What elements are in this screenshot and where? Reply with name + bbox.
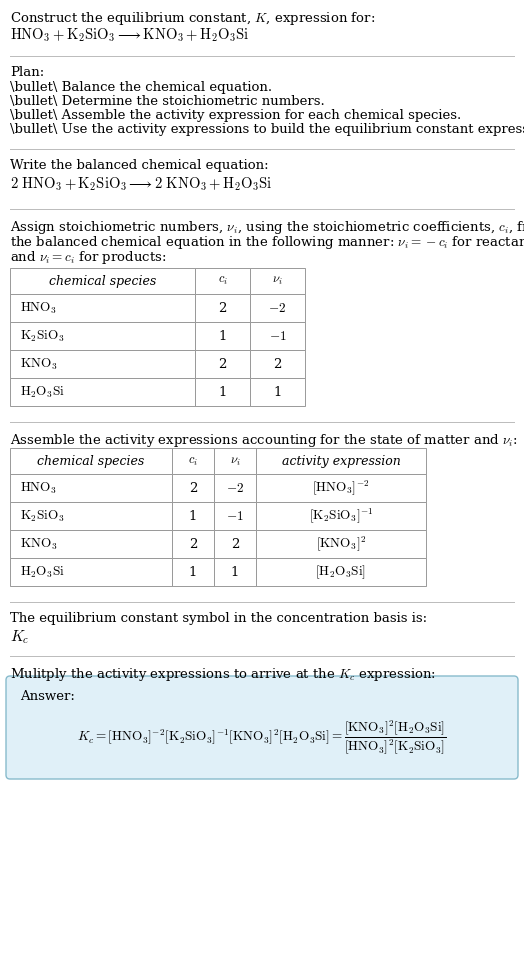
Bar bbox=[10, 322, 195, 350]
Bar bbox=[250, 378, 305, 406]
Bar bbox=[250, 322, 305, 350]
Text: the balanced chemical equation in the following manner: $\nu_i = -c_i$ for react: the balanced chemical equation in the fo… bbox=[10, 234, 524, 251]
Bar bbox=[10, 350, 195, 378]
Bar bbox=[256, 502, 426, 530]
Text: $\mathrm{H_2O_3Si}$: $\mathrm{H_2O_3Si}$ bbox=[20, 385, 65, 400]
Bar bbox=[10, 294, 195, 322]
Bar bbox=[10, 530, 172, 558]
Text: 2: 2 bbox=[189, 481, 197, 495]
Bar bbox=[172, 558, 214, 586]
Bar bbox=[214, 558, 256, 586]
Text: 1: 1 bbox=[231, 566, 239, 578]
Text: $-1$: $-1$ bbox=[269, 330, 287, 342]
Text: Write the balanced chemical equation:: Write the balanced chemical equation: bbox=[10, 159, 269, 172]
Bar bbox=[195, 322, 250, 350]
Text: $[\mathrm{K_2SiO_3}]^{-1}$: $[\mathrm{K_2SiO_3}]^{-1}$ bbox=[309, 506, 373, 526]
Text: 1: 1 bbox=[219, 330, 227, 342]
Text: $\mathrm{HNO_3 + K_2SiO_3 \longrightarrow KNO_3 + H_2O_3Si}$: $\mathrm{HNO_3 + K_2SiO_3 \longrightarro… bbox=[10, 26, 249, 43]
Bar bbox=[250, 268, 305, 294]
Text: $\mathrm{H_2O_3Si}$: $\mathrm{H_2O_3Si}$ bbox=[20, 564, 65, 579]
Text: chemical species: chemical species bbox=[49, 274, 156, 288]
Bar bbox=[214, 474, 256, 502]
Text: $c_i$: $c_i$ bbox=[188, 455, 198, 467]
FancyBboxPatch shape bbox=[6, 676, 518, 779]
Text: chemical species: chemical species bbox=[37, 455, 145, 467]
Text: 2: 2 bbox=[219, 301, 227, 315]
Bar bbox=[10, 474, 172, 502]
Text: $\nu_i$: $\nu_i$ bbox=[272, 274, 283, 288]
Text: $K_c = [\mathrm{HNO_3}]^{-2} [\mathrm{K_2SiO_3}]^{-1} [\mathrm{KNO_3}]^2 [\mathr: $K_c = [\mathrm{HNO_3}]^{-2} [\mathrm{K_… bbox=[77, 718, 447, 757]
Bar bbox=[195, 294, 250, 322]
Bar bbox=[10, 558, 172, 586]
Text: $\mathrm{HNO_3}$: $\mathrm{HNO_3}$ bbox=[20, 300, 57, 316]
Text: \bullet\ Determine the stoichiometric numbers.: \bullet\ Determine the stoichiometric nu… bbox=[10, 95, 325, 108]
Text: Answer:: Answer: bbox=[20, 690, 75, 703]
Text: Assemble the activity expressions accounting for the state of matter and $\nu_i$: Assemble the activity expressions accoun… bbox=[10, 432, 518, 449]
Bar bbox=[214, 502, 256, 530]
Text: $\mathrm{KNO_3}$: $\mathrm{KNO_3}$ bbox=[20, 357, 57, 372]
Bar bbox=[256, 474, 426, 502]
Bar bbox=[250, 350, 305, 378]
Text: Plan:: Plan: bbox=[10, 66, 44, 79]
Bar bbox=[10, 378, 195, 406]
Bar bbox=[256, 558, 426, 586]
Bar bbox=[250, 294, 305, 322]
Bar bbox=[172, 530, 214, 558]
Text: $\nu_i$: $\nu_i$ bbox=[230, 455, 241, 467]
Bar bbox=[10, 268, 195, 294]
Text: 1: 1 bbox=[189, 509, 197, 523]
Text: $\mathrm{2\ HNO_3 + K_2SiO_3 \longrightarrow 2\ KNO_3 + H_2O_3Si}$: $\mathrm{2\ HNO_3 + K_2SiO_3 \longrighta… bbox=[10, 175, 272, 193]
Bar bbox=[256, 448, 426, 474]
Bar bbox=[172, 502, 214, 530]
Text: 1: 1 bbox=[219, 386, 227, 399]
Text: 2: 2 bbox=[274, 358, 282, 370]
Bar bbox=[10, 502, 172, 530]
Text: $[\mathrm{KNO_3}]^2$: $[\mathrm{KNO_3}]^2$ bbox=[316, 534, 366, 553]
Text: \bullet\ Use the activity expressions to build the equilibrium constant expressi: \bullet\ Use the activity expressions to… bbox=[10, 123, 524, 136]
Text: $\mathrm{KNO_3}$: $\mathrm{KNO_3}$ bbox=[20, 536, 57, 551]
Bar bbox=[195, 378, 250, 406]
Bar bbox=[172, 448, 214, 474]
Text: 1: 1 bbox=[274, 386, 282, 399]
Bar bbox=[195, 268, 250, 294]
Text: $-1$: $-1$ bbox=[226, 509, 244, 523]
Text: $[\mathrm{HNO_3}]^{-2}$: $[\mathrm{HNO_3}]^{-2}$ bbox=[312, 479, 369, 498]
Text: $K_c$: $K_c$ bbox=[10, 628, 29, 645]
Text: $[\mathrm{H_2O_3Si}]$: $[\mathrm{H_2O_3Si}]$ bbox=[315, 563, 366, 581]
Text: activity expression: activity expression bbox=[281, 455, 400, 467]
Text: 2: 2 bbox=[231, 537, 239, 550]
Text: 2: 2 bbox=[219, 358, 227, 370]
Text: $\mathrm{HNO_3}$: $\mathrm{HNO_3}$ bbox=[20, 480, 57, 496]
Text: Construct the equilibrium constant, $K$, expression for:: Construct the equilibrium constant, $K$,… bbox=[10, 10, 375, 27]
Text: The equilibrium constant symbol in the concentration basis is:: The equilibrium constant symbol in the c… bbox=[10, 612, 427, 625]
Text: $c_i$: $c_i$ bbox=[217, 274, 227, 288]
Text: 1: 1 bbox=[189, 566, 197, 578]
Text: Mulitply the activity expressions to arrive at the $K_c$ expression:: Mulitply the activity expressions to arr… bbox=[10, 666, 436, 683]
Bar bbox=[256, 530, 426, 558]
Text: \bullet\ Assemble the activity expression for each chemical species.: \bullet\ Assemble the activity expressio… bbox=[10, 109, 461, 122]
Text: $-2$: $-2$ bbox=[226, 481, 244, 495]
Text: and $\nu_i = c_i$ for products:: and $\nu_i = c_i$ for products: bbox=[10, 249, 167, 266]
Bar bbox=[214, 448, 256, 474]
Bar bbox=[214, 530, 256, 558]
Text: $\mathrm{K_2SiO_3}$: $\mathrm{K_2SiO_3}$ bbox=[20, 328, 64, 343]
Text: $\mathrm{K_2SiO_3}$: $\mathrm{K_2SiO_3}$ bbox=[20, 508, 64, 524]
Text: \bullet\ Balance the chemical equation.: \bullet\ Balance the chemical equation. bbox=[10, 81, 272, 94]
Bar bbox=[172, 474, 214, 502]
Bar bbox=[10, 448, 172, 474]
Text: 2: 2 bbox=[189, 537, 197, 550]
Text: Assign stoichiometric numbers, $\nu_i$, using the stoichiometric coefficients, $: Assign stoichiometric numbers, $\nu_i$, … bbox=[10, 219, 524, 236]
Bar bbox=[195, 350, 250, 378]
Text: $-2$: $-2$ bbox=[268, 301, 287, 315]
